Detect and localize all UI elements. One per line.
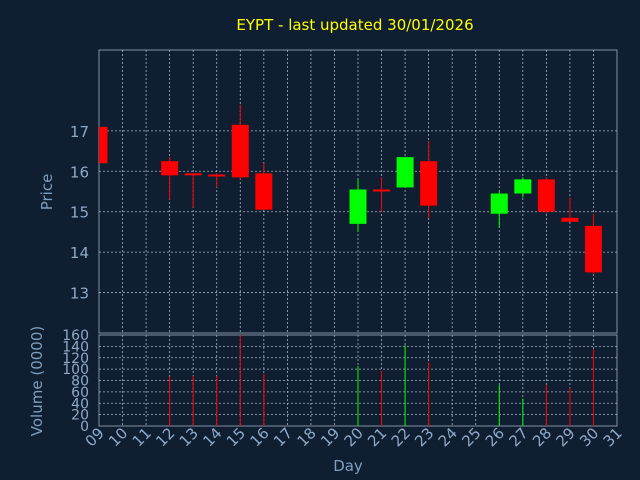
x-axis: 0910111213141516171819202122232425262728…	[82, 424, 626, 450]
price-tick-label: 15	[70, 204, 89, 222]
x-tick-label: 31	[600, 424, 626, 450]
volume-tick-label: 160	[62, 328, 89, 344]
volume-tick-label: 120	[62, 351, 89, 367]
candle-body	[514, 179, 532, 194]
x-tick-label: 30	[576, 424, 602, 450]
x-tick-label: 19	[317, 424, 343, 450]
volume-tick-label: 60	[71, 385, 89, 401]
candle-body	[208, 174, 226, 177]
x-tick-label: 20	[341, 424, 367, 450]
chart-title: EYPT - last updated 30/01/2026	[236, 16, 473, 34]
x-tick-label: 22	[388, 424, 414, 450]
x-tick-label: 21	[364, 424, 390, 450]
x-tick-label: 16	[246, 424, 272, 450]
x-axis-label: Day	[333, 457, 363, 475]
price-tick-label: 16	[70, 163, 89, 181]
x-tick-label: 24	[435, 424, 461, 450]
x-tick-label: 14	[199, 424, 225, 450]
candle-body	[420, 161, 438, 206]
volume-tick-label: 80	[71, 374, 89, 390]
x-tick-label: 18	[294, 424, 320, 450]
x-tick-label: 29	[553, 424, 579, 450]
x-tick-label: 17	[270, 424, 296, 450]
x-tick-label: 28	[529, 424, 555, 450]
x-tick-label: 23	[411, 424, 437, 450]
x-tick-label: 15	[223, 424, 249, 450]
candle-body	[561, 217, 579, 222]
volume-tick-label: 40	[71, 396, 89, 412]
volume-tick-label: 0	[80, 419, 89, 435]
price-tick-label: 14	[70, 244, 89, 262]
price-axis-label: Price	[38, 174, 56, 211]
x-tick-label: 27	[505, 424, 531, 450]
candle-body	[537, 179, 555, 212]
candle-body	[231, 124, 249, 178]
x-tick-label: 26	[482, 424, 508, 450]
volume-tick-label: 100	[62, 362, 89, 378]
price-panel: 13 14 15 16 17	[70, 49, 618, 334]
volume-tick-label: 140	[62, 339, 89, 355]
candle-body	[161, 161, 179, 176]
x-tick-label: 10	[105, 424, 131, 450]
candle-body	[584, 225, 602, 273]
candle-body	[99, 126, 108, 164]
x-tick-label: 13	[176, 424, 202, 450]
x-tick-label: 12	[152, 424, 178, 450]
candle-body	[490, 193, 508, 214]
x-tick-label: 11	[129, 424, 155, 450]
price-tick-label: 13	[70, 285, 89, 303]
price-tick-label: 17	[70, 123, 89, 141]
candle-body	[396, 157, 414, 188]
volume-axis-label: Volume (0000)	[28, 326, 46, 436]
x-tick-label: 25	[458, 424, 484, 450]
candle-body	[349, 189, 367, 224]
candle-body	[255, 173, 273, 210]
candle-body	[373, 189, 391, 192]
candle-body	[184, 173, 202, 176]
volume-tick-label: 20	[71, 408, 89, 424]
